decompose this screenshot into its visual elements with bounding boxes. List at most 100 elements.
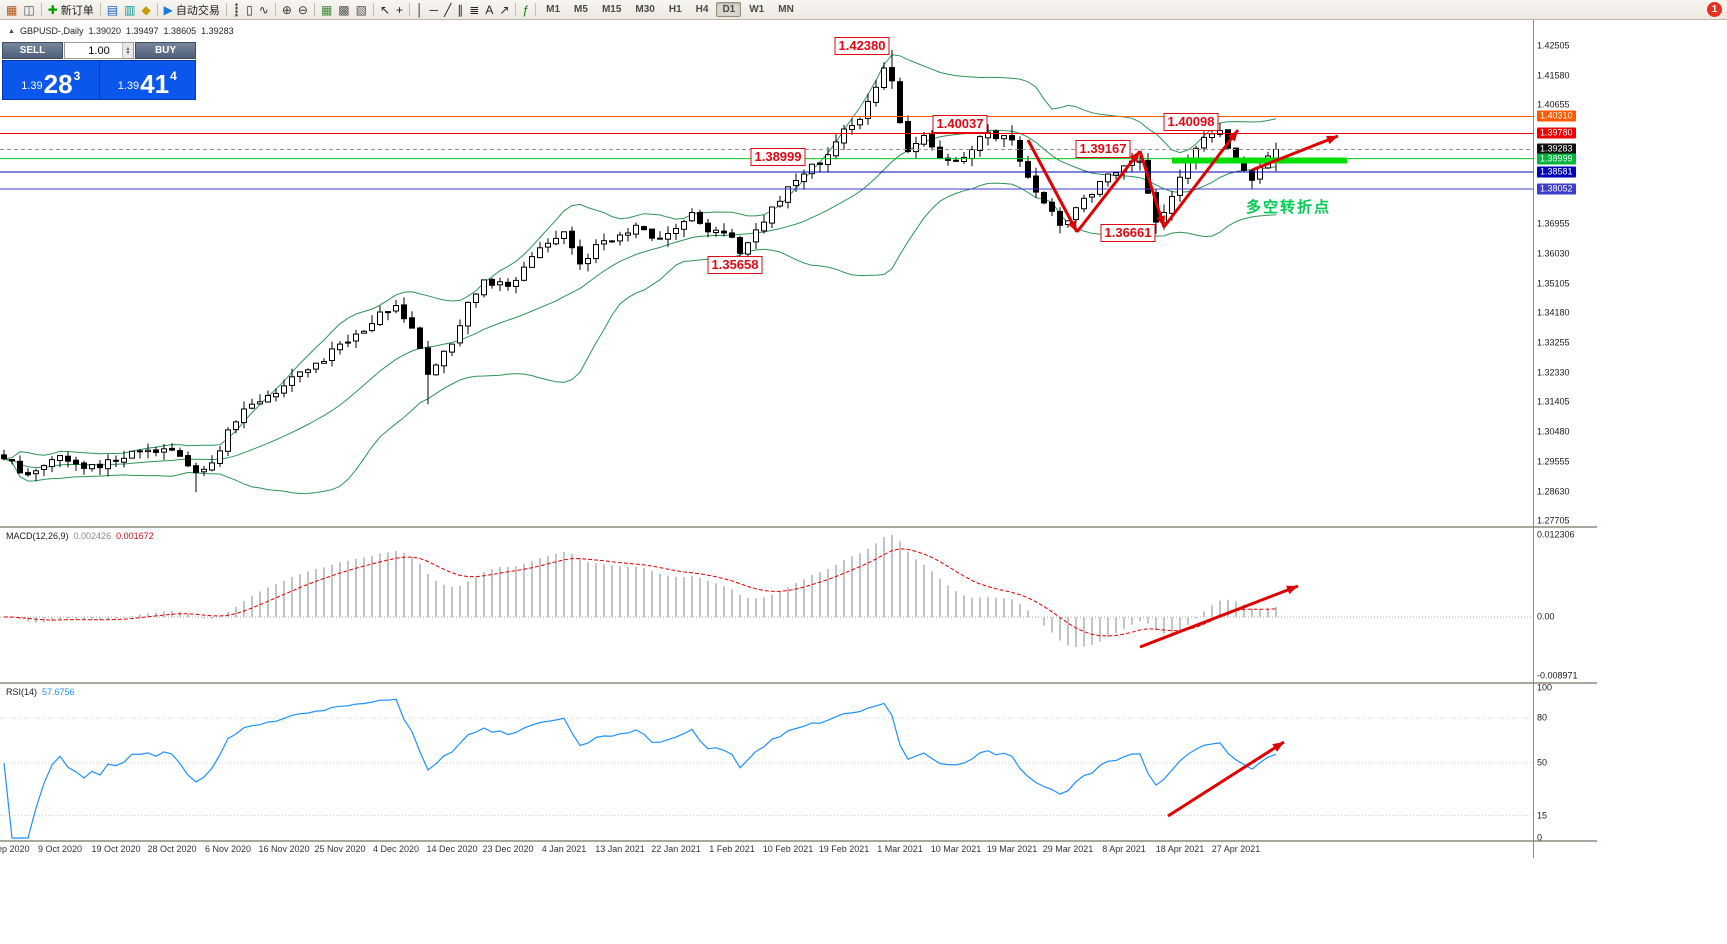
open-value: 1.39020 bbox=[88, 26, 121, 36]
trend-arrow[interactable] bbox=[1075, 150, 1142, 233]
volume-spinner[interactable]: ▲ ▼ bbox=[122, 43, 133, 58]
rsi-value: 57.6756 bbox=[42, 687, 75, 697]
trend-arrow-head bbox=[1129, 151, 1140, 163]
channel-icon[interactable]: ∥ bbox=[454, 1, 466, 18]
sell-price-button[interactable]: 1.39 28 3 bbox=[2, 60, 99, 100]
candlestick-chart-icon[interactable]: ▯ bbox=[243, 1, 256, 18]
buy-button[interactable]: BUY bbox=[135, 42, 196, 59]
pane-separator[interactable] bbox=[0, 526, 1597, 528]
crosshair-icon[interactable]: + bbox=[393, 1, 406, 18]
price-annotation-box[interactable]: 1.35658 bbox=[707, 256, 763, 274]
profiles-icon[interactable]: ◫ bbox=[20, 1, 37, 18]
rsi-label: RSI(14) 57.6756 bbox=[6, 687, 75, 697]
spinner-up-icon[interactable]: ▲ bbox=[125, 45, 131, 52]
zoom-out-icon[interactable]: ⊖ bbox=[295, 1, 311, 18]
pane-separator[interactable] bbox=[0, 682, 1597, 684]
cursor-icon[interactable]: ↖ bbox=[377, 1, 393, 18]
strategy-tester-icon[interactable]: ◆ bbox=[138, 1, 153, 18]
vertical-line-icon[interactable]: │ bbox=[413, 1, 427, 18]
timeframe-h1[interactable]: H1 bbox=[668, 4, 682, 15]
date-label: 29 Mar 2021 bbox=[1042, 844, 1094, 854]
toolbar-separator bbox=[372, 3, 374, 16]
market-watch-icon[interactable]: ▤ bbox=[104, 1, 121, 18]
zoom-in-icon[interactable]: ⊕ bbox=[279, 1, 295, 18]
date-label: 16 Nov 2020 bbox=[258, 844, 310, 854]
trend-arrow[interactable] bbox=[1138, 150, 1166, 228]
price-tick-label: 1.33255 bbox=[1537, 337, 1570, 348]
new-order-button[interactable]: ✚ 新订单 bbox=[45, 1, 97, 18]
bar-chart-icon[interactable]: ┋ bbox=[230, 1, 243, 18]
price-annotation-box[interactable]: 1.36661 bbox=[1100, 224, 1156, 242]
new-chart-icon: ▦ bbox=[6, 2, 18, 17]
channel-icon: ∥ bbox=[457, 2, 464, 17]
trend-arrow[interactable] bbox=[1167, 740, 1285, 818]
sell-button[interactable]: SELL bbox=[2, 42, 63, 59]
fibonacci-icon[interactable]: ≣ bbox=[466, 1, 482, 18]
new-chart-icon[interactable]: ▦ bbox=[3, 1, 20, 18]
buy-price-big: 41 bbox=[140, 69, 170, 99]
line-chart-icon[interactable]: ∿ bbox=[256, 1, 272, 18]
tile-windows-icon[interactable]: ▦ bbox=[318, 1, 335, 18]
main-toolbar: ▦ ◫ ✚ 新订单 ▤ ▥ ◆ ▶ 自动交易 ┋ ▯ ∿ ⊕ ⊖ ▦ ▩ ▧ ↖ + │ ─ ╱ ∥ ≣ A ↗ ƒ M1 M5 M15 M… bbox=[0, 0, 1727, 20]
auto-arrange-icon[interactable]: ▩ bbox=[335, 1, 352, 18]
price-annotation-box[interactable]: 1.42380 bbox=[834, 37, 890, 55]
price-level-label: 1.39283 bbox=[1537, 143, 1576, 155]
trendline-icon[interactable]: ╱ bbox=[441, 1, 454, 18]
toolbar-separator bbox=[313, 3, 315, 16]
rsi-axis-label: 80 bbox=[1537, 712, 1548, 723]
indicators-icon[interactable]: ƒ bbox=[519, 1, 532, 18]
date-label: 18 Apr 2021 bbox=[1155, 844, 1205, 854]
templates-icon[interactable]: ▧ bbox=[353, 1, 370, 18]
timeframe-m30[interactable]: M30 bbox=[635, 4, 655, 15]
time-axis-separator bbox=[0, 840, 1597, 842]
price-level-label: 1.38052 bbox=[1537, 183, 1576, 195]
autotrade-button[interactable]: ▶ 自动交易 bbox=[161, 1, 223, 18]
rsi-axis-label: 15 bbox=[1537, 810, 1548, 821]
macd-pane[interactable] bbox=[0, 528, 1533, 682]
autotrade-button-label: 自动交易 bbox=[175, 4, 220, 17]
timeframe-h4[interactable]: H4 bbox=[695, 4, 709, 15]
timeframe-m1[interactable]: M1 bbox=[546, 4, 561, 15]
trend-arrow[interactable] bbox=[1139, 584, 1299, 649]
price-annotation-box[interactable]: 1.40037 bbox=[932, 115, 988, 133]
macd-main-value: 0.002426 bbox=[73, 531, 112, 541]
price-tick-label: 1.41580 bbox=[1537, 70, 1570, 81]
price-tick-label: 1.31405 bbox=[1537, 396, 1570, 407]
notification-badge[interactable]: 1 bbox=[1707, 2, 1722, 17]
new-order-button-label: 新订单 bbox=[60, 4, 94, 17]
price-tick-label: 1.40655 bbox=[1537, 99, 1570, 110]
auto-arrange-icon: ▩ bbox=[338, 2, 350, 17]
price-annotation-box[interactable]: 1.38999 bbox=[750, 148, 806, 166]
candlesticks bbox=[1, 50, 1279, 493]
date-label: 28 Oct 2020 bbox=[147, 844, 197, 854]
price-annotation-box[interactable]: 1.39167 bbox=[1075, 140, 1131, 158]
spinner-down-icon[interactable]: ▼ bbox=[125, 49, 131, 56]
date-label: 10 Mar 2021 bbox=[930, 844, 982, 854]
price-tick-label: 1.36030 bbox=[1537, 248, 1570, 259]
trend-arrow[interactable] bbox=[1026, 139, 1079, 233]
rsi-pane[interactable] bbox=[0, 684, 1533, 840]
templates-icon: ▧ bbox=[355, 2, 367, 17]
text-icon[interactable]: A bbox=[482, 1, 496, 18]
rsi-axis-label: 50 bbox=[1537, 757, 1548, 768]
trend-arrow[interactable] bbox=[1162, 129, 1240, 228]
timeframe-m5[interactable]: M5 bbox=[574, 4, 588, 15]
price-tick-label: 1.34180 bbox=[1537, 307, 1570, 318]
price-chart-pane[interactable] bbox=[0, 20, 1533, 526]
timeframe-d1[interactable]: D1 bbox=[716, 2, 742, 17]
price-level-label: 1.38999 bbox=[1537, 153, 1576, 165]
arrows-icon[interactable]: ↗ bbox=[496, 1, 512, 18]
tile-windows-icon: ▦ bbox=[320, 2, 333, 17]
timeframe-m15[interactable]: M15 bbox=[601, 4, 622, 15]
data-window-icon[interactable]: ▥ bbox=[121, 1, 138, 18]
trend-arrow[interactable] bbox=[1251, 134, 1339, 172]
volume-input[interactable]: 1.00 ▲ ▼ bbox=[64, 42, 134, 59]
date-label: 25 Nov 2020 bbox=[314, 844, 366, 854]
horizontal-line-icon[interactable]: ─ bbox=[427, 1, 442, 18]
price-annotation-box[interactable]: 1.40098 bbox=[1163, 113, 1219, 131]
date-label: 22 Jan 2021 bbox=[651, 844, 701, 854]
buy-price-button[interactable]: 1.39 41 4 bbox=[98, 60, 196, 100]
timeframe-mn[interactable]: MN bbox=[778, 4, 794, 15]
price-tick-label: 1.35105 bbox=[1537, 278, 1570, 289]
timeframe-w1[interactable]: W1 bbox=[749, 4, 765, 15]
